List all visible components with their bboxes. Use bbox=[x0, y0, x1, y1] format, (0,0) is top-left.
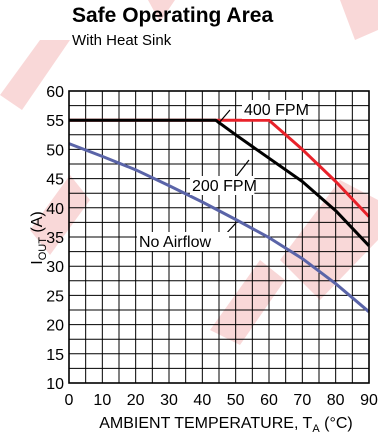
annotation-200-fpm: 200 FPM bbox=[192, 178, 257, 195]
annotation-background bbox=[137, 232, 229, 251]
annotations: 400 FPM 200 FPM No Airflow bbox=[137, 100, 309, 251]
annotation-background bbox=[190, 176, 255, 195]
y-tick-label: 45 bbox=[46, 172, 64, 189]
y-tick-label: 25 bbox=[46, 288, 64, 305]
y-tick-label: 40 bbox=[46, 201, 64, 218]
x-tick-label: 60 bbox=[260, 392, 278, 409]
y-tick-label: 20 bbox=[46, 318, 64, 335]
annotation-background bbox=[242, 100, 307, 119]
x-tick-labels: 0 10 20 30 40 50 60 70 80 90 bbox=[65, 392, 378, 409]
y-tick-label: 10 bbox=[46, 376, 64, 393]
y-tick-label: 30 bbox=[46, 259, 64, 276]
x-tick-label: 0 bbox=[65, 392, 74, 409]
x-axis-label-sub: A bbox=[312, 423, 320, 435]
annotation-no-airflow: No Airflow bbox=[139, 234, 211, 251]
plot-frame bbox=[68, 90, 370, 384]
x-tick-label: 30 bbox=[160, 392, 178, 409]
x-tick-label: 20 bbox=[127, 392, 145, 409]
y-axis-label: IOUT (A) bbox=[29, 211, 49, 264]
x-tick-label: 10 bbox=[93, 392, 111, 409]
series-line-200-fpm bbox=[69, 118, 371, 247]
series-line-no-airflow bbox=[68, 142, 370, 313]
y-axis-label-main: I bbox=[29, 260, 46, 264]
x-tick-label: 90 bbox=[360, 392, 378, 409]
y-tick-label: 60 bbox=[46, 84, 64, 101]
x-tick-label: 80 bbox=[327, 392, 345, 409]
y-axis-label-unit: (A) bbox=[29, 211, 46, 237]
annotation-400-fpm: 400 FPM bbox=[244, 102, 309, 119]
annotation-leader-400-fpm bbox=[217, 109, 231, 125]
y-tick-labels: 10 15 20 25 30 35 40 45 50 55 60 bbox=[46, 84, 64, 393]
chart-subtitle: With Heat Sink bbox=[72, 32, 172, 49]
y-axis-label-sub: OUT bbox=[37, 237, 49, 261]
x-tick-label: 40 bbox=[193, 392, 211, 409]
x-axis-label: AMBIENT TEMPERATURE, TA (°C) bbox=[99, 415, 352, 435]
x-tick-label: 50 bbox=[227, 392, 245, 409]
x-tick-label: 70 bbox=[293, 392, 311, 409]
y-tick-label: 15 bbox=[46, 347, 64, 364]
chart-title: Safe Operating Area bbox=[72, 4, 274, 27]
x-axis-label-unit: (°C) bbox=[320, 415, 353, 432]
annotation-leader-200-fpm bbox=[234, 159, 250, 179]
y-tick-label: 55 bbox=[46, 113, 64, 130]
series-lines bbox=[68, 118, 371, 313]
y-tick-label: 50 bbox=[46, 142, 64, 159]
x-axis-label-main: AMBIENT TEMPERATURE, T bbox=[99, 415, 312, 432]
y-tick-label: 35 bbox=[46, 230, 64, 247]
